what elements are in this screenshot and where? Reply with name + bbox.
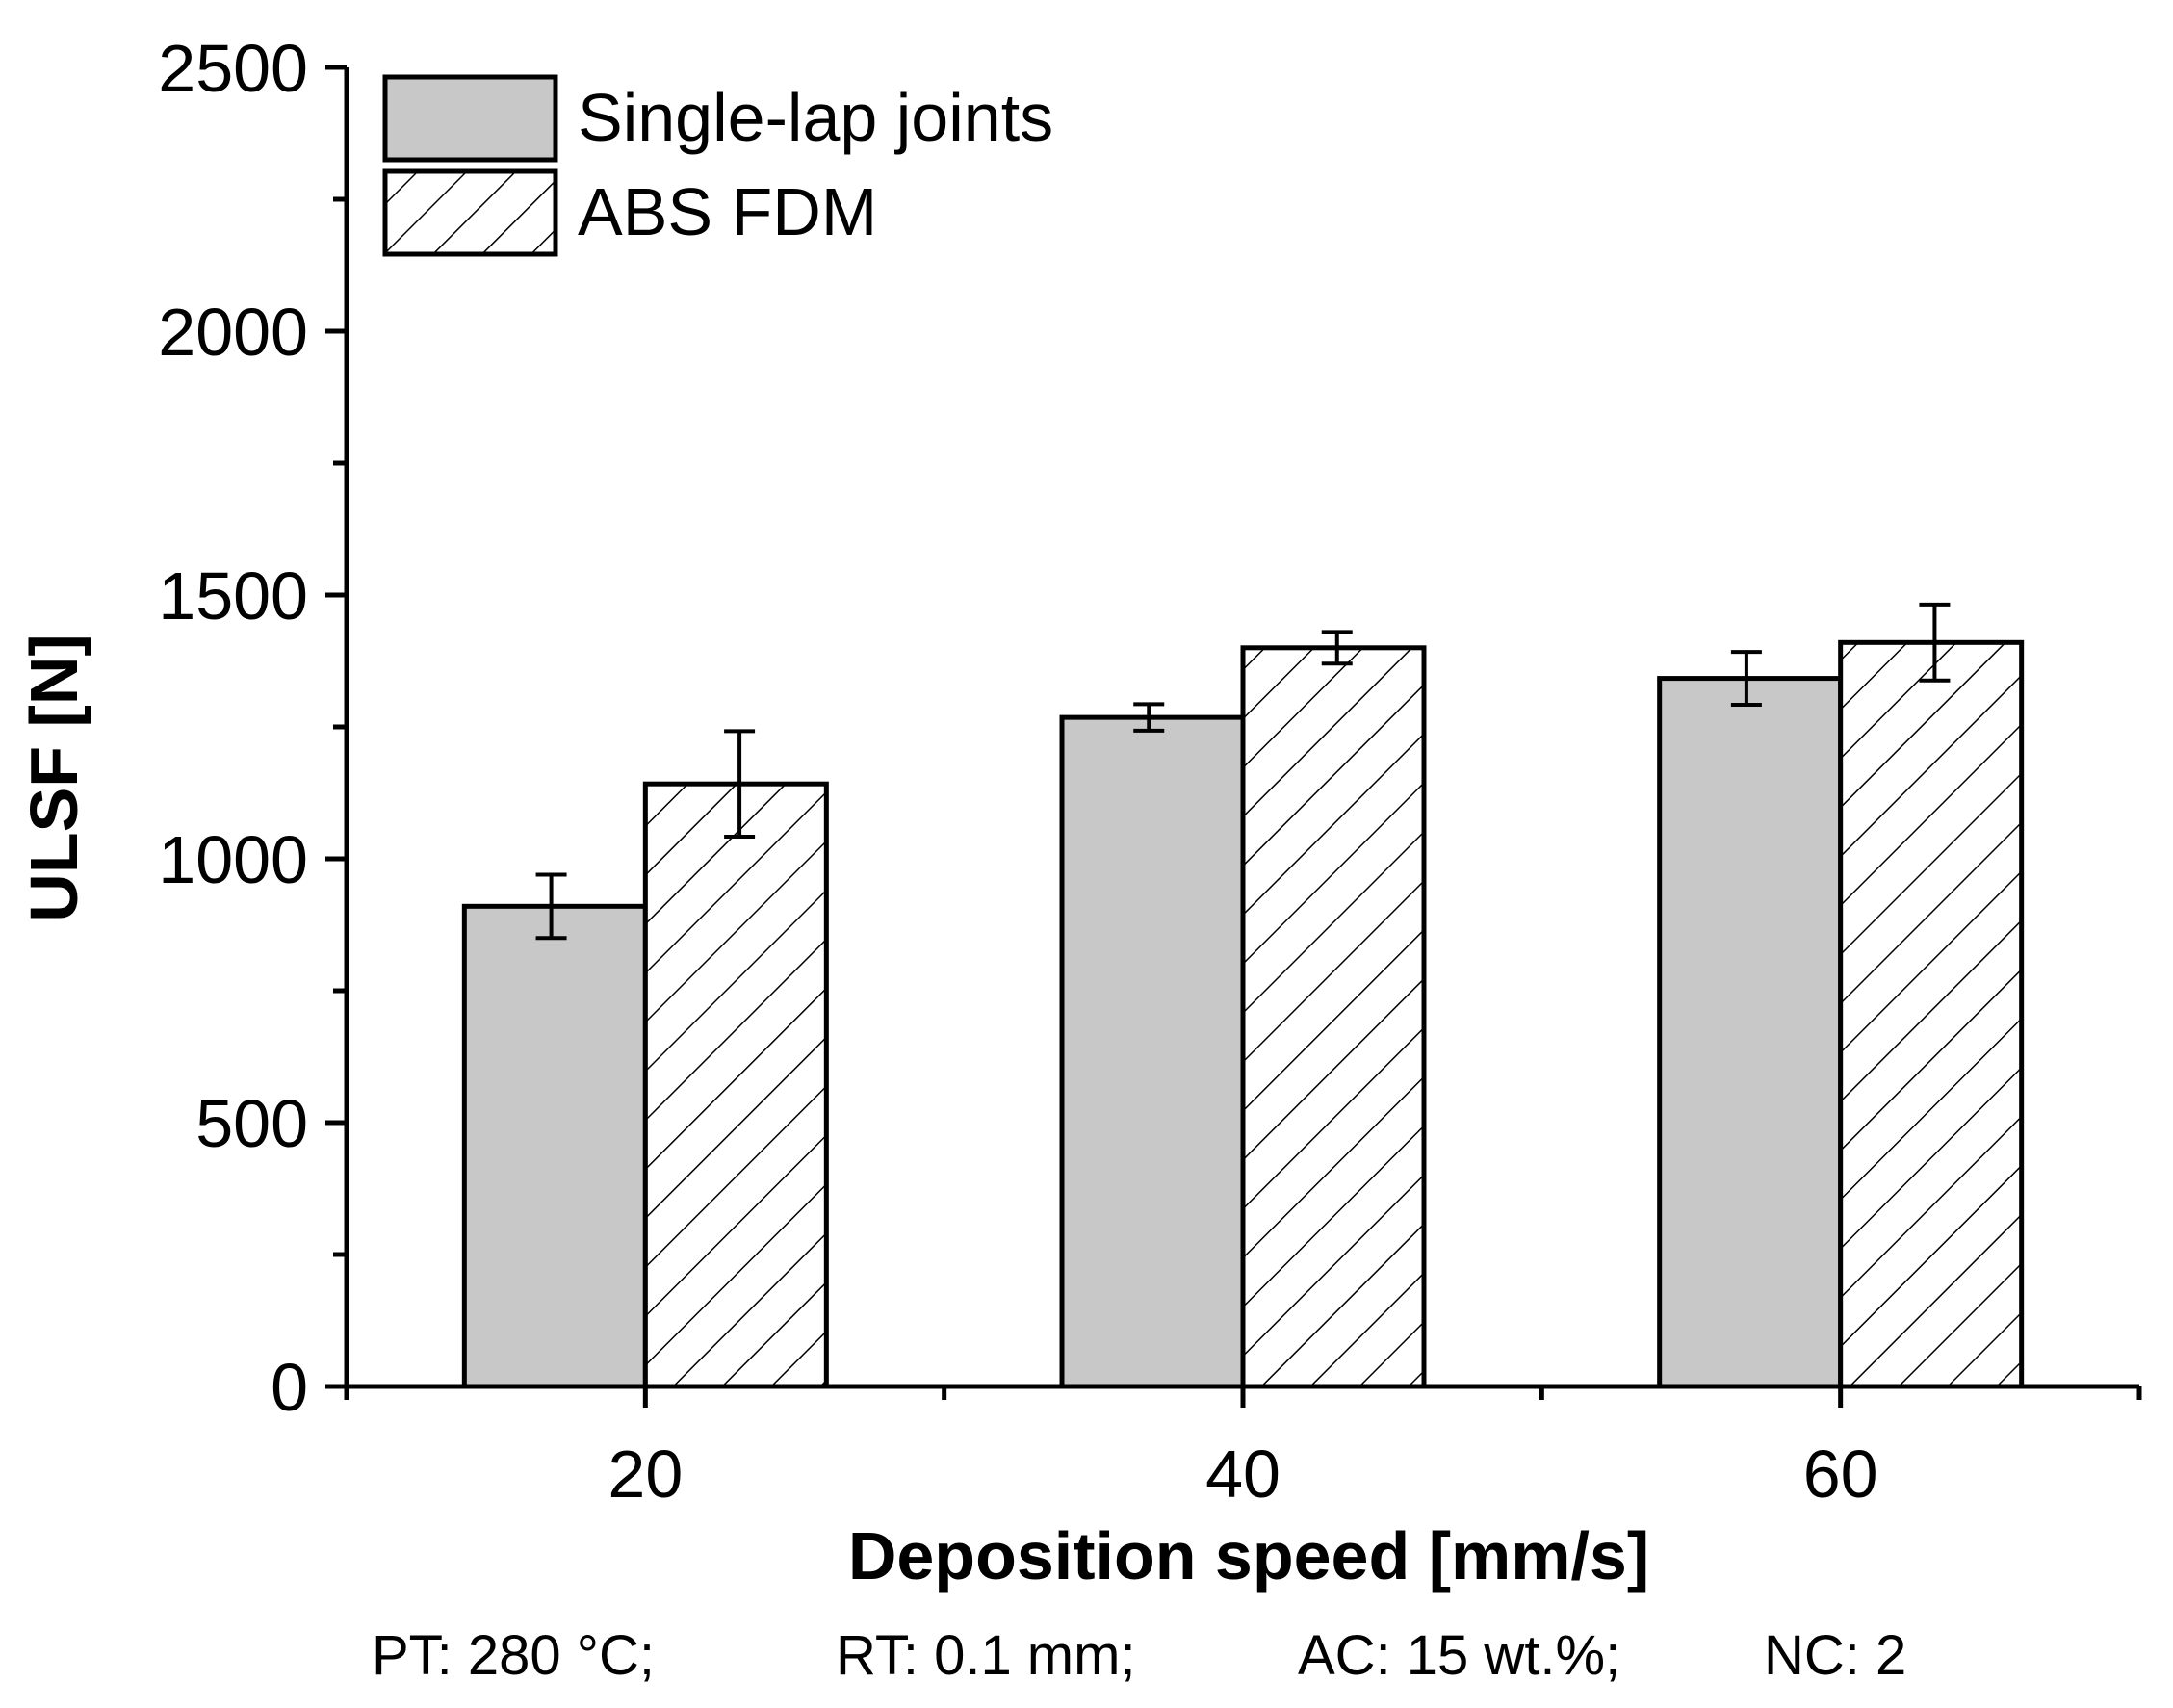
footnote-ac: AC: 15 wt.%;	[1298, 1624, 1621, 1687]
legend-swatch	[382, 168, 558, 257]
axes: 0 500 1000 1500 2000 2500 20 40 60	[158, 31, 2142, 1512]
y-tick-label: 2000	[158, 295, 308, 370]
bar	[1059, 714, 1246, 1389]
y-tick-label: 1500	[158, 558, 308, 634]
bar	[1240, 645, 1427, 1389]
bar-chart: 0 500 1000 1500 2000 2500 20 40 60 Single-lap jo…	[16, 31, 2142, 1593]
footnote: PT: 280 °C; RT: 0.1 mm; AC: 15 wt.%; NC:…	[0, 1623, 2173, 1700]
x-tick-label: 20	[608, 1436, 683, 1512]
footnote-nc: NC: 2	[1764, 1624, 1907, 1687]
y-tick-label: 500	[195, 1086, 308, 1161]
error-bars-layer	[535, 602, 1951, 941]
bar	[642, 781, 829, 1389]
footnote-rt: RT: 0.1 mm;	[836, 1624, 1136, 1687]
x-axis-title: Deposition speed [mm/s]	[848, 1518, 1649, 1593]
bars-layer	[461, 639, 2025, 1389]
x-tick-label: 60	[1803, 1436, 1878, 1512]
legend-label: Single-lap joints	[578, 80, 1053, 155]
legend-swatch	[382, 74, 558, 163]
legend-label: ABS FDM	[578, 174, 877, 249]
x-tick-label: 40	[1205, 1436, 1281, 1512]
legend: Single-lap joints ABS FDM	[382, 74, 1053, 257]
y-tick-label: 1000	[158, 822, 308, 897]
bar	[1657, 676, 1844, 1389]
footnote-pt: PT: 280 °C;	[372, 1624, 655, 1687]
bar	[1838, 639, 2025, 1389]
y-tick-label: 2500	[158, 31, 308, 106]
bar	[461, 903, 648, 1389]
y-tick-label: 0	[271, 1350, 308, 1425]
y-axis-title: ULSF [N]	[16, 634, 91, 921]
